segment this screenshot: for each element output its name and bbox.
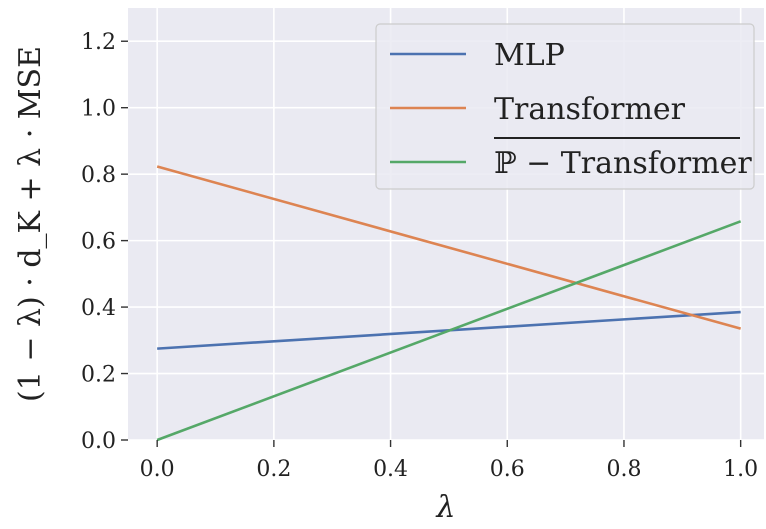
y-tick-label: 1.2 (81, 30, 116, 55)
y-tick-label: 0.6 (81, 230, 116, 255)
y-axis-label: (1 − λ) · d_K + λ · MSE (13, 46, 48, 402)
series-line-transformer (156, 165, 742, 330)
y-tick-label: 0.4 (81, 296, 116, 321)
series-lines (156, 165, 742, 442)
x-tick-label: 0.6 (490, 457, 525, 482)
x-tick-label: 0.4 (373, 457, 408, 482)
legend: MLP Transformer ℙ − Transformer (375, 23, 755, 190)
legend-items: MLP Transformer ℙ − Transformer (390, 38, 752, 181)
legend-label-transformer: Transformer (494, 92, 686, 127)
legend-label-mlp: MLP (494, 38, 565, 73)
x-tick-label: 1.0 (723, 457, 758, 482)
y-tick-label: 0.8 (81, 163, 116, 188)
x-axis-label: λ (435, 490, 455, 525)
y-axis-ticks: 0.0 0.2 0.4 0.6 0.8 1.0 1.2 (81, 30, 128, 454)
x-tick-label: 0.0 (140, 457, 175, 482)
x-tick-label: 0.2 (256, 457, 291, 482)
y-tick-label: 0.2 (81, 363, 116, 388)
x-tick-label: 0.8 (606, 457, 641, 482)
x-axis-ticks: 0.0 0.2 0.4 0.6 0.8 1.0 (140, 440, 758, 482)
legend-box (375, 23, 755, 190)
y-tick-label: 0.0 (81, 429, 116, 454)
y-tick-label: 1.0 (81, 97, 116, 122)
legend-label-transformer: ℙ − Transformer (494, 146, 752, 181)
series-line-transformer (156, 220, 742, 442)
